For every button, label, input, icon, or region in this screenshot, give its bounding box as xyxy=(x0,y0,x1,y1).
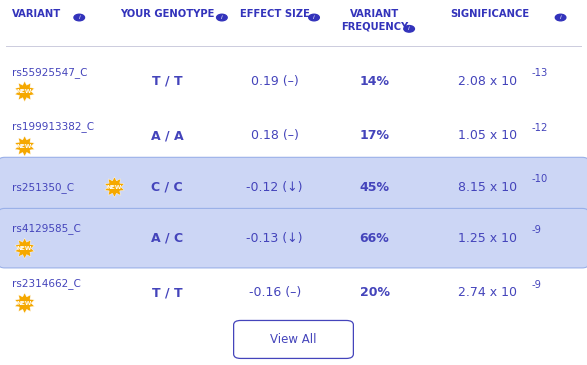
Text: 0.19 (–): 0.19 (–) xyxy=(251,75,299,88)
Text: i: i xyxy=(79,15,80,20)
Text: 1.05 x 10: 1.05 x 10 xyxy=(458,130,517,142)
Text: 0.18 (–): 0.18 (–) xyxy=(251,130,299,142)
FancyBboxPatch shape xyxy=(0,157,587,217)
Text: NEW: NEW xyxy=(17,89,32,94)
Text: -10: -10 xyxy=(531,174,548,184)
Text: -9: -9 xyxy=(531,225,541,235)
Circle shape xyxy=(217,14,227,21)
Circle shape xyxy=(74,14,85,21)
Text: NEW: NEW xyxy=(17,301,32,306)
Text: NEW: NEW xyxy=(17,144,32,149)
Text: EFFECT SIZE: EFFECT SIZE xyxy=(239,9,310,19)
Text: T / T: T / T xyxy=(152,287,183,299)
PathPatch shape xyxy=(15,81,35,102)
Text: -0.13 (↓): -0.13 (↓) xyxy=(247,232,303,245)
Text: T / T: T / T xyxy=(152,75,183,88)
Text: 1.25 x 10: 1.25 x 10 xyxy=(458,232,517,245)
Text: View All: View All xyxy=(270,333,317,346)
FancyBboxPatch shape xyxy=(234,320,353,358)
Text: 2.74 x 10: 2.74 x 10 xyxy=(458,287,517,299)
Text: A / A: A / A xyxy=(151,130,184,142)
Text: SIGNIFICANCE: SIGNIFICANCE xyxy=(451,9,529,19)
Text: rs199913382_C: rs199913382_C xyxy=(12,122,94,132)
PathPatch shape xyxy=(104,177,124,197)
Text: i: i xyxy=(313,15,315,20)
Text: -12: -12 xyxy=(531,123,548,133)
Text: -0.12 (↓): -0.12 (↓) xyxy=(247,181,303,193)
PathPatch shape xyxy=(15,293,35,313)
Text: rs251350_C: rs251350_C xyxy=(12,182,74,192)
Text: C / C: C / C xyxy=(151,181,183,193)
Text: 17%: 17% xyxy=(359,130,390,142)
Circle shape xyxy=(404,26,414,32)
Text: i: i xyxy=(560,15,561,20)
Text: NEW: NEW xyxy=(107,185,122,189)
Text: 20%: 20% xyxy=(359,287,390,299)
Text: 45%: 45% xyxy=(359,181,390,193)
Circle shape xyxy=(309,14,319,21)
PathPatch shape xyxy=(15,238,35,259)
Text: i: i xyxy=(221,15,222,20)
FancyBboxPatch shape xyxy=(0,208,587,268)
Text: -0.16 (–): -0.16 (–) xyxy=(248,287,301,299)
Text: VARIANT: VARIANT xyxy=(12,9,61,19)
Text: YOUR GENOTYPE: YOUR GENOTYPE xyxy=(120,9,214,19)
Text: -13: -13 xyxy=(531,68,548,78)
Text: -9: -9 xyxy=(531,280,541,290)
Text: 66%: 66% xyxy=(360,232,389,245)
Text: rs2314662_C: rs2314662_C xyxy=(12,278,80,289)
Text: NEW: NEW xyxy=(17,246,32,251)
Text: rs55925547_C: rs55925547_C xyxy=(12,67,87,77)
Text: A / C: A / C xyxy=(151,232,183,245)
PathPatch shape xyxy=(15,136,35,157)
Text: 8.15 x 10: 8.15 x 10 xyxy=(458,181,517,193)
Text: 14%: 14% xyxy=(359,75,390,88)
Text: VARIANT
FREQUENCY: VARIANT FREQUENCY xyxy=(341,9,408,31)
Circle shape xyxy=(555,14,566,21)
Text: 2.08 x 10: 2.08 x 10 xyxy=(458,75,517,88)
Text: rs4129585_C: rs4129585_C xyxy=(12,224,80,234)
Text: i: i xyxy=(409,26,410,31)
